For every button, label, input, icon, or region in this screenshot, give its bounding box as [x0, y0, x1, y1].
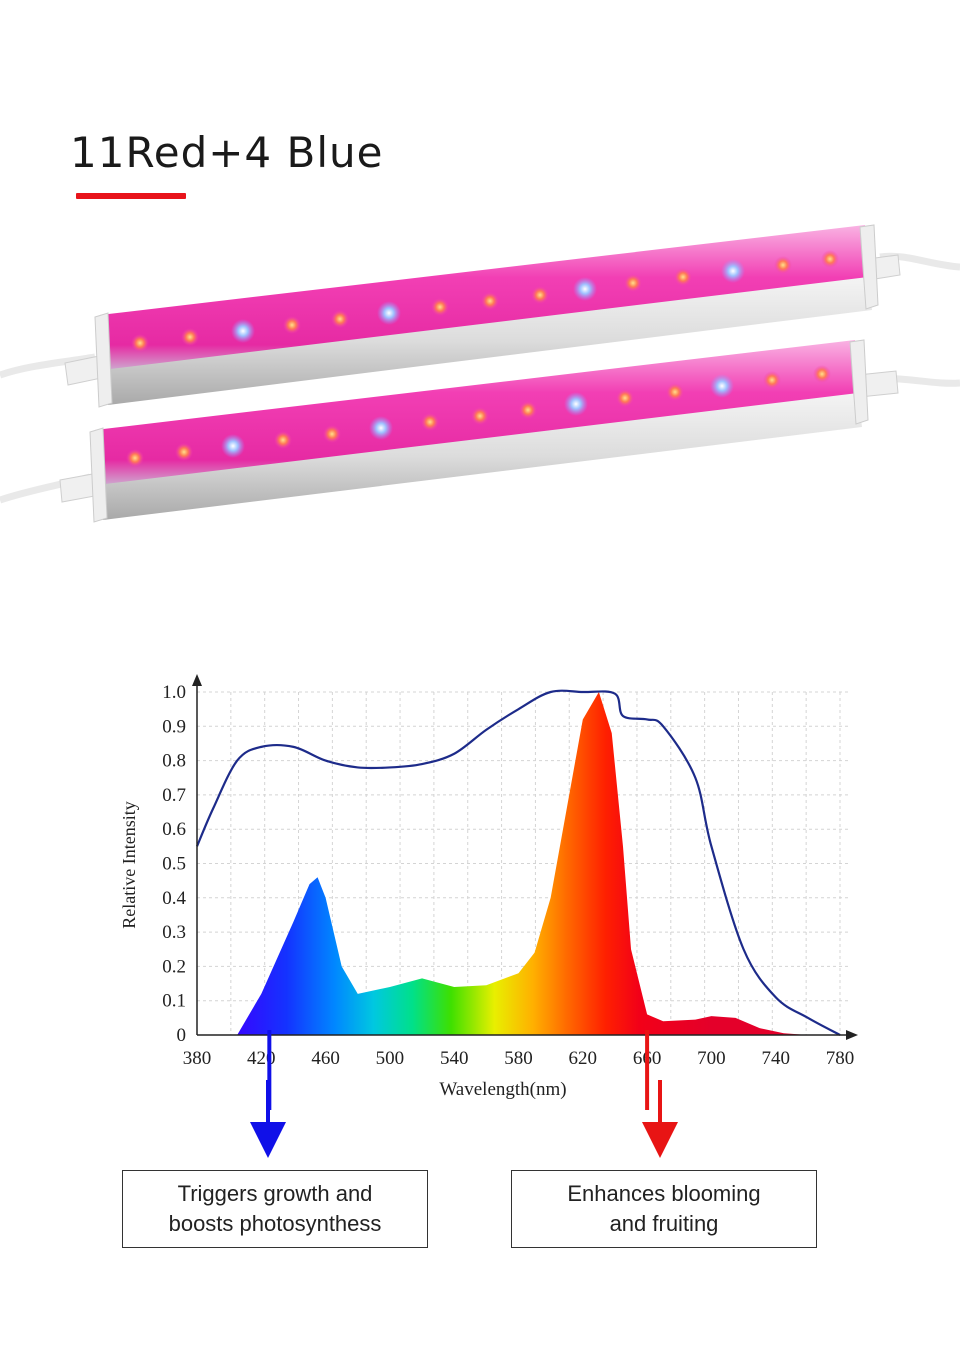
emission-spectrum-area	[237, 692, 808, 1035]
led-tube-bottom	[0, 339, 960, 523]
led-chips-bottom	[126, 365, 831, 467]
y-tick-label: 1.0	[162, 682, 186, 703]
spectrum-chart: 38042046050054058062066070074078000.10.2…	[119, 674, 858, 1110]
y-tick-label: 0.5	[162, 854, 186, 875]
y-axis-arrowhead	[192, 674, 202, 686]
note-growth-line2: boosts photosynthess	[168, 1211, 382, 1236]
absorption-curve-line	[195, 689, 841, 1036]
x-tick-label: 740	[761, 1048, 790, 1069]
led-chips-top	[131, 250, 839, 352]
y-axis-label: Relative Intensity	[119, 801, 139, 928]
title-underline	[76, 193, 186, 199]
led-tube-top	[0, 224, 960, 408]
page-title: 11Red+4 Blue	[70, 128, 384, 177]
y-tick-label: 0.7	[162, 785, 186, 806]
y-tick-label: 0.4	[162, 888, 186, 909]
y-tick-label: 0.1	[162, 991, 186, 1012]
y-tick-label: 0.3	[162, 922, 186, 943]
y-tick-label: 0.6	[162, 819, 186, 840]
note-blooming-line2: and fruiting	[609, 1211, 719, 1236]
y-tick-label: 0	[177, 1025, 187, 1046]
x-tick-label: 580	[504, 1048, 533, 1069]
y-tick-label: 0.9	[162, 716, 186, 737]
note-growth-box: Triggers growth and boosts photosynthess	[122, 1170, 428, 1248]
x-tick-label: 700	[697, 1048, 726, 1069]
note-growth-line1: Triggers growth and	[177, 1181, 373, 1206]
x-tick-label: 780	[826, 1048, 855, 1069]
x-tick-label: 540	[440, 1048, 469, 1069]
x-axis-arrowhead	[846, 1030, 858, 1040]
x-tick-label: 500	[376, 1048, 405, 1069]
x-tick-label: 620	[569, 1048, 598, 1069]
y-tick-label: 0.2	[162, 956, 186, 977]
blue-arrow	[250, 1080, 286, 1158]
note-blooming-line1: Enhances blooming	[567, 1181, 761, 1206]
x-tick-label: 380	[183, 1048, 212, 1069]
x-axis-label: Wavelength(nm)	[439, 1079, 566, 1100]
x-tick-label: 460	[311, 1048, 340, 1069]
led-tubes-image	[0, 224, 960, 523]
note-blooming-box: Enhances blooming and fruiting	[511, 1170, 817, 1248]
y-tick-label: 0.8	[162, 751, 186, 772]
red-arrow	[642, 1080, 678, 1158]
